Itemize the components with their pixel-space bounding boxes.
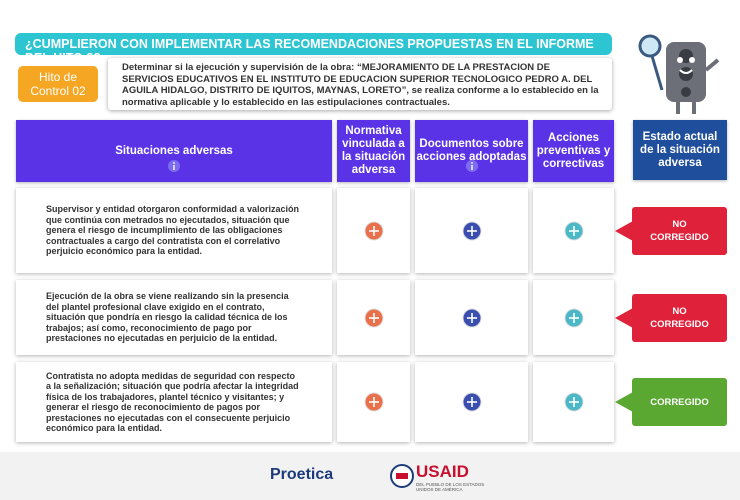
plus-button[interactable] [462, 221, 482, 241]
hito-description: Determinar si la ejecución y supervisión… [108, 58, 612, 110]
plus-button[interactable] [364, 392, 384, 412]
column-header-text: Normativa vinculada a la situación adver… [341, 125, 406, 176]
status-arrow [615, 220, 633, 241]
status-badge: NO CORREGIDO [632, 206, 727, 255]
hito-label: Hito de Control 02 [18, 66, 98, 102]
header-title: ¿CUMPLIERON CON IMPLEMENTAR LAS RECOMEND… [15, 33, 612, 65]
info-icon[interactable] [167, 159, 181, 173]
plus-button[interactable] [462, 392, 482, 412]
column-header: Acciones preventivas y correctivas [533, 120, 614, 182]
plus-button[interactable] [564, 392, 584, 412]
usaid-tagline: DEL PUEBLO DE LOS ESTADOS UNIDOS DE AMÉR… [416, 482, 485, 492]
column-header-text: Acciones preventivas y correctivas [536, 131, 611, 170]
logo-usaid-text: USAID [416, 462, 469, 481]
status-arrow [615, 392, 633, 412]
column-header-text: Situaciones adversas [115, 144, 233, 157]
info-icon[interactable] [465, 159, 479, 173]
situation-text: Ejecución de la obra se viene realizando… [16, 280, 332, 355]
situation-text: Contratista no adopta medidas de segurid… [16, 362, 332, 442]
plus-button[interactable] [462, 308, 482, 328]
column-header: Estado actual de la situación adversa [633, 120, 727, 180]
column-header-text: Documentos sobre acciones adoptadas [416, 138, 527, 163]
plus-button[interactable] [564, 308, 584, 328]
info-icon-part [173, 162, 175, 164]
situation-text: Supervisor y entidad otorgaron conformid… [16, 188, 332, 273]
plus-button[interactable] [364, 308, 384, 328]
plus-button[interactable] [364, 221, 384, 241]
status-arrow-head [615, 392, 633, 412]
status-arrow-head [615, 220, 633, 241]
column-header: Normativa vinculada a la situación adver… [337, 120, 410, 182]
traffic-light-icon [638, 34, 720, 114]
status-arrow-head [615, 307, 633, 328]
footer: Proetica USAID DEL PUEBLO DE LOS ESTADOS… [0, 452, 740, 500]
usaid-seal [390, 464, 414, 488]
column-header: Documentos sobre acciones adoptadas [415, 120, 528, 182]
plus-button[interactable] [564, 221, 584, 241]
status-badge: CORREGIDO [632, 378, 727, 426]
status-arrow [615, 307, 633, 328]
logo-proetica: Proetica [270, 466, 334, 483]
status-badge: NO CORREGIDO [632, 293, 727, 342]
info-icon-part [470, 162, 473, 164]
logo-usaid: USAID [416, 462, 469, 482]
